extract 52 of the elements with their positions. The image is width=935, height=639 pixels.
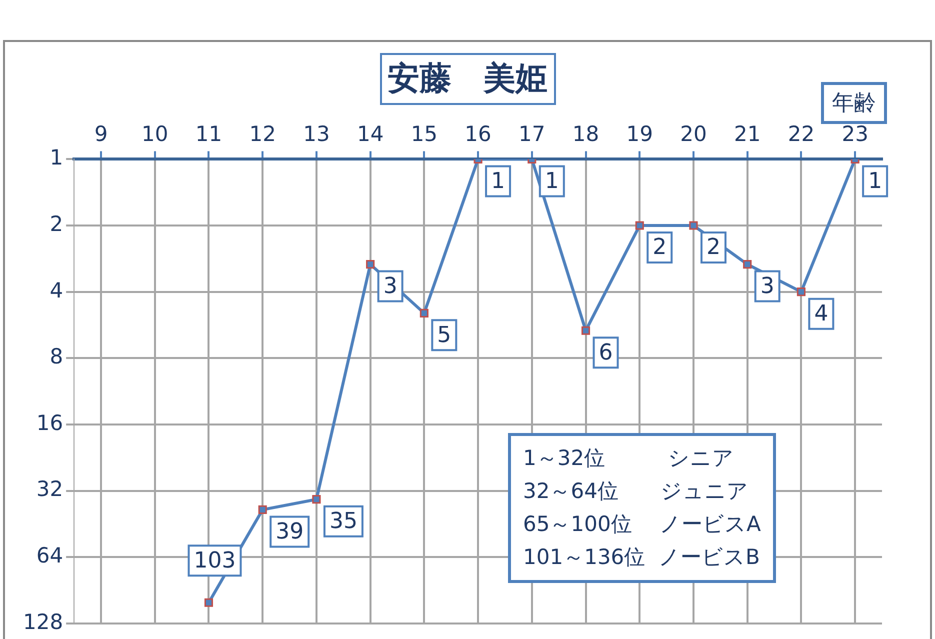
point [743,260,752,269]
x-tick-label: 13 [303,122,330,146]
y-tick-label: 64 [36,544,64,568]
point [204,598,214,607]
point [581,326,590,335]
y-tick-label: 32 [36,477,64,502]
x-axis-title: 年齢 [821,82,887,124]
point [312,495,321,504]
x-tick-label: 10 [142,122,168,146]
data-label: 35 [329,509,358,534]
x-tick-label: 22 [788,122,815,146]
x-tick-label: 15 [410,122,438,146]
data-label: 2 [706,235,720,260]
y-tick-label: 16 [36,410,64,435]
annotation: 65～100位 ノービスA [523,511,761,538]
x-tick-label: 19 [626,122,653,146]
point [258,505,267,514]
x-tick-label: 23 [842,122,868,146]
y-tick-label: 128 [22,610,64,634]
data-label: 39 [276,519,304,544]
x-tick-label: 20 [680,122,707,146]
data-label: 2 [652,235,667,260]
data-label: 103 [194,548,236,574]
data-label: 5 [437,322,452,348]
data-label: 1 [544,168,559,194]
data-label: 6 [598,340,613,366]
data-label: 4 [814,302,828,327]
annotation: 32～64位 ジュニア [523,478,750,505]
y-tick-label: 2 [50,212,64,236]
x-tick-label: 11 [195,122,222,146]
point [796,288,806,296]
y-tick-label: 4 [50,278,64,302]
x-tick-label: 17 [518,122,546,146]
x-tick-label: 21 [734,122,761,146]
x-tick-label: 18 [572,122,600,146]
point [366,260,375,269]
chart-title: 安藤 美姫 [380,53,556,105]
x-tick-label: 9 [94,122,108,146]
data-label: 1 [491,168,506,194]
annotation: 101～136位 ノービスB [523,544,761,571]
x-tick-label: 16 [464,122,492,146]
data-label: 3 [760,274,774,300]
point [635,221,644,230]
data-label: 1 [868,168,882,194]
data-label: 3 [383,274,398,300]
point [420,308,428,318]
y-tick-label: 8 [50,344,64,369]
annotation: 1～32位 シニア [523,445,736,472]
x-tick-label: 14 [356,122,384,146]
y-tick-label: 1 [50,146,64,170]
point [689,221,698,230]
x-tick-label: 12 [249,122,276,146]
